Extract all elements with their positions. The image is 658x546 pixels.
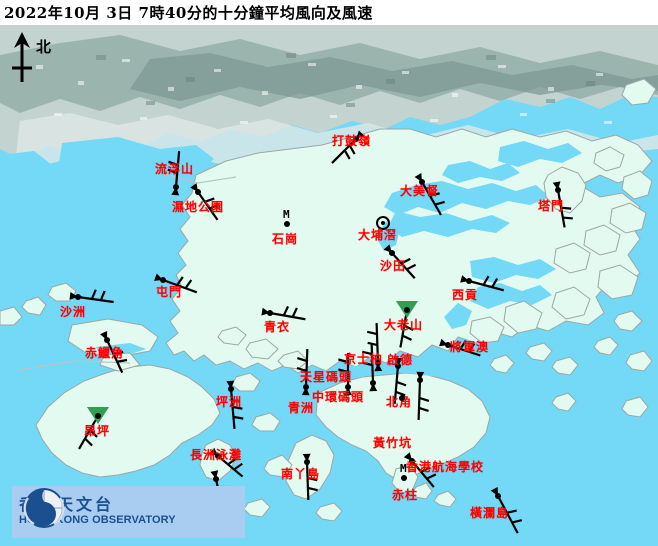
station-label: 香港航海學校 xyxy=(406,460,485,474)
station-dot xyxy=(353,136,359,142)
station-dot xyxy=(267,310,273,316)
station-label: 長洲泳灘 xyxy=(190,448,243,462)
station-label: 大埔滘 xyxy=(358,228,398,242)
mainland-china xyxy=(0,25,658,183)
station-label: 打鼓嶺 xyxy=(332,134,372,148)
calm-wind-icon xyxy=(376,216,390,230)
station-dot xyxy=(401,475,407,481)
station-label: 天星碼頭 xyxy=(300,370,353,384)
lantau-island xyxy=(35,364,221,478)
station-dot xyxy=(304,459,310,465)
station-dot xyxy=(95,413,101,419)
hko-swirl-logo-icon xyxy=(23,488,65,528)
station-dot xyxy=(389,250,395,256)
station-label: 塔門 xyxy=(538,199,565,213)
wind-barb xyxy=(261,305,306,321)
wind-barb xyxy=(393,357,407,404)
station-label: 中環碼頭 xyxy=(312,390,365,404)
wind-barb xyxy=(69,289,114,304)
station-label: 流浮山 xyxy=(155,162,195,176)
station-label: 坪洲 xyxy=(216,395,243,409)
title-bar: 2022年10月 3日 7時40分的十分鐘平均風向及風速 xyxy=(0,0,658,25)
lamma-island xyxy=(285,434,335,500)
station-label: 南丫島 xyxy=(281,467,321,481)
station-dot xyxy=(375,360,381,366)
wind-barb xyxy=(439,338,481,357)
wind-barb xyxy=(490,487,523,534)
wind-barb-layer xyxy=(69,130,573,534)
wind-barb xyxy=(460,275,505,292)
wind-barb xyxy=(296,348,310,396)
station-dot xyxy=(404,307,410,313)
wind-barb xyxy=(226,380,244,429)
station-label: 石崗 xyxy=(272,232,299,246)
light-wind-m-marker: M xyxy=(283,208,290,221)
station-dot xyxy=(215,453,221,459)
station-dot xyxy=(495,493,501,499)
station-label: 黃竹坑 xyxy=(373,436,413,450)
station-dot xyxy=(445,342,451,348)
station-dot xyxy=(466,278,472,284)
station-label: 大美督 xyxy=(400,184,440,198)
station-dot xyxy=(399,395,405,401)
wind-barb xyxy=(361,342,378,392)
station-dot xyxy=(303,384,309,390)
light-wind-m-marker: M xyxy=(400,462,407,475)
wind-barb xyxy=(416,371,430,421)
station-label: 啟德 xyxy=(387,353,414,367)
wind-barb xyxy=(366,322,383,372)
station-label: 青衣 xyxy=(264,320,291,334)
station-dot xyxy=(228,386,234,392)
map-canvas[interactable]: 北 打鼓嶺流浮山濕地公園 M 石崗 大美督塔門大埔滘沙田西貢大老山將軍澳 屯門沙洲赤鱲角… xyxy=(0,25,658,546)
station-label: 昂坪 xyxy=(84,424,111,438)
station-label: 濕地公園 xyxy=(172,200,225,214)
north-arrow-icon: 北 xyxy=(6,30,62,90)
north-label: 北 xyxy=(36,38,52,56)
station-dot xyxy=(104,337,110,343)
wind-barb xyxy=(302,453,318,501)
station-dot xyxy=(555,187,561,193)
station-label: 屯門 xyxy=(156,285,183,299)
station-label: 赤鱲角 xyxy=(85,346,125,360)
station-dot xyxy=(160,277,166,283)
station-dot xyxy=(409,458,415,464)
hko-logo: 香港天文台 HONG KONG OBSERVATORY xyxy=(12,486,245,538)
station-label: 橫瀾島 xyxy=(470,506,510,520)
wind-barb xyxy=(552,181,573,228)
wind-barb xyxy=(167,151,181,196)
station-label: 沙洲 xyxy=(60,305,87,319)
cheung-chau xyxy=(199,438,237,482)
station-dot xyxy=(419,179,425,185)
station-dot xyxy=(284,221,290,227)
page-title: 2022年10月 3日 7時40分的十分鐘平均風向及風速 xyxy=(4,4,373,22)
station-dot xyxy=(195,189,201,195)
station-dot xyxy=(395,363,401,369)
station-label: 西貢 xyxy=(452,288,479,302)
station-label: 青洲 xyxy=(288,401,315,415)
station-dot xyxy=(417,377,423,383)
station-label: 將軍澳 xyxy=(450,340,490,354)
station-dot xyxy=(213,476,219,482)
station-dot xyxy=(173,184,179,190)
wind-barb xyxy=(338,353,352,396)
station-dot xyxy=(370,380,376,386)
station-dot xyxy=(345,384,351,390)
station-label: 赤柱 xyxy=(392,488,419,502)
waglan-island xyxy=(433,490,457,508)
station-label: 京士柏 xyxy=(344,352,384,366)
tap-mun-island xyxy=(543,166,587,214)
map-geography xyxy=(0,25,658,546)
station-label: 大老山 xyxy=(384,318,424,332)
station-label: 沙田 xyxy=(380,259,407,273)
station-dot xyxy=(75,294,81,300)
